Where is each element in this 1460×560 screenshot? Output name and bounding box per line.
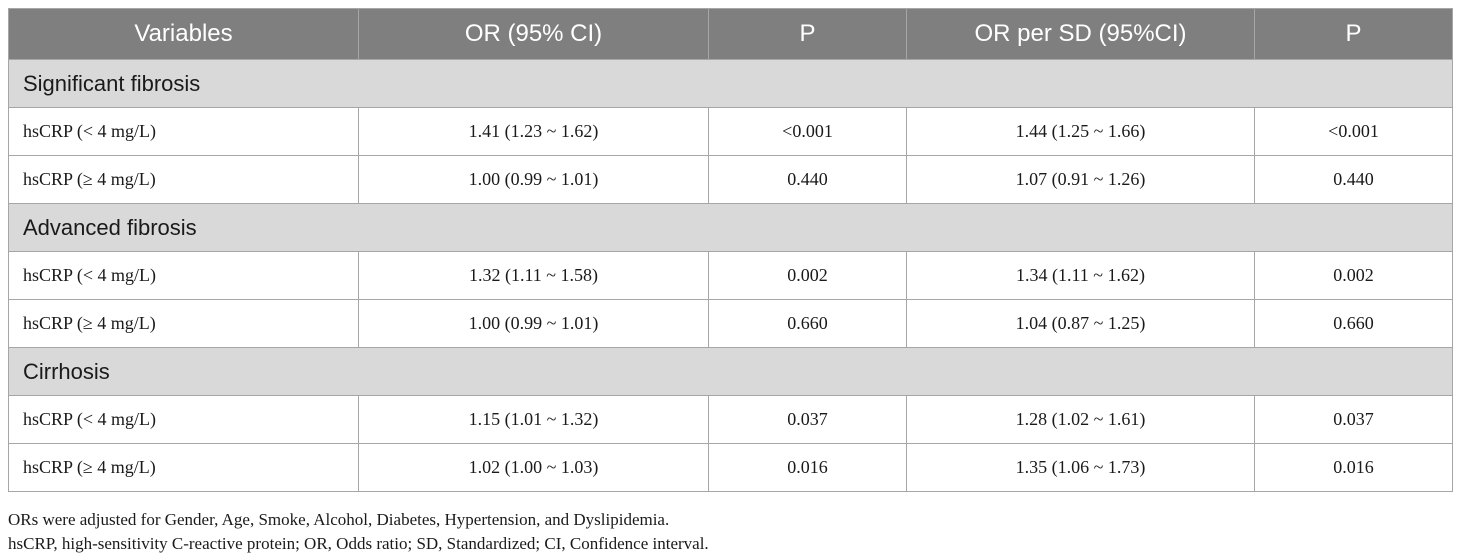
results-table-container: Variables OR (95% CI) P OR per SD (95%CI… <box>8 8 1453 492</box>
cell-p-value-sd: 0.660 <box>1254 299 1453 348</box>
header-or-ci: OR (95% CI) <box>358 8 709 60</box>
cell-variable: hsCRP (≥ 4 mg/L) <box>8 155 359 204</box>
table-row: hsCRP (≥ 4 mg/L) 1.02 (1.00 ~ 1.03) 0.01… <box>8 443 1453 492</box>
table-row: hsCRP (≥ 4 mg/L) 1.00 (0.99 ~ 1.01) 0.44… <box>8 155 1453 204</box>
cell-p-value-sd: 0.002 <box>1254 251 1453 300</box>
table-row: hsCRP (< 4 mg/L) 1.32 (1.11 ~ 1.58) 0.00… <box>8 251 1453 300</box>
header-p-value: P <box>708 8 907 60</box>
cell-p-value: 0.002 <box>708 251 907 300</box>
cell-p-value: 0.016 <box>708 443 907 492</box>
table-footnotes: ORs were adjusted for Gender, Age, Smoke… <box>8 508 709 556</box>
cell-or-ci: 1.02 (1.00 ~ 1.03) <box>358 443 709 492</box>
cell-or-ci: 1.41 (1.23 ~ 1.62) <box>358 107 709 156</box>
cell-or-ci: 1.00 (0.99 ~ 1.01) <box>358 299 709 348</box>
table-row: hsCRP (< 4 mg/L) 1.15 (1.01 ~ 1.32) 0.03… <box>8 395 1453 444</box>
cell-or-per-sd: 1.28 (1.02 ~ 1.61) <box>906 395 1255 444</box>
header-or-per-sd: OR per SD (95%CI) <box>906 8 1255 60</box>
cell-variable: hsCRP (< 4 mg/L) <box>8 395 359 444</box>
section-title: Cirrhosis <box>8 347 1453 396</box>
cell-p-value: 0.037 <box>708 395 907 444</box>
footnote-adjustment: ORs were adjusted for Gender, Age, Smoke… <box>8 510 670 529</box>
cell-or-per-sd: 1.34 (1.11 ~ 1.62) <box>906 251 1255 300</box>
section-row-cirrhosis: Cirrhosis <box>8 347 1453 396</box>
cell-or-per-sd: 1.35 (1.06 ~ 1.73) <box>906 443 1255 492</box>
cell-variable: hsCRP (≥ 4 mg/L) <box>8 299 359 348</box>
header-variables: Variables <box>8 8 359 60</box>
cell-p-value-sd: 0.440 <box>1254 155 1453 204</box>
cell-or-ci: 1.00 (0.99 ~ 1.01) <box>358 155 709 204</box>
section-title: Significant fibrosis <box>8 59 1453 108</box>
section-row-advanced-fibrosis: Advanced fibrosis <box>8 203 1453 252</box>
cell-variable: hsCRP (≥ 4 mg/L) <box>8 443 359 492</box>
cell-p-value-sd: 0.037 <box>1254 395 1453 444</box>
section-row-significant-fibrosis: Significant fibrosis <box>8 59 1453 108</box>
footnote-abbreviations: hsCRP, high-sensitivity C-reactive prote… <box>8 534 709 553</box>
section-title: Advanced fibrosis <box>8 203 1453 252</box>
cell-variable: hsCRP (< 4 mg/L) <box>8 107 359 156</box>
cell-or-per-sd: 1.44 (1.25 ~ 1.66) <box>906 107 1255 156</box>
results-table: Variables OR (95% CI) P OR per SD (95%CI… <box>8 8 1453 492</box>
cell-or-per-sd: 1.07 (0.91 ~ 1.26) <box>906 155 1255 204</box>
cell-p-value-sd: <0.001 <box>1254 107 1453 156</box>
table-header-row: Variables OR (95% CI) P OR per SD (95%CI… <box>8 8 1453 60</box>
cell-p-value: 0.660 <box>708 299 907 348</box>
cell-variable: hsCRP (< 4 mg/L) <box>8 251 359 300</box>
table-row: hsCRP (< 4 mg/L) 1.41 (1.23 ~ 1.62) <0.0… <box>8 107 1453 156</box>
cell-p-value: 0.440 <box>708 155 907 204</box>
cell-or-ci: 1.15 (1.01 ~ 1.32) <box>358 395 709 444</box>
cell-or-per-sd: 1.04 (0.87 ~ 1.25) <box>906 299 1255 348</box>
table-row: hsCRP (≥ 4 mg/L) 1.00 (0.99 ~ 1.01) 0.66… <box>8 299 1453 348</box>
cell-or-ci: 1.32 (1.11 ~ 1.58) <box>358 251 709 300</box>
cell-p-value: <0.001 <box>708 107 907 156</box>
cell-p-value-sd: 0.016 <box>1254 443 1453 492</box>
header-p-value-sd: P <box>1254 8 1453 60</box>
